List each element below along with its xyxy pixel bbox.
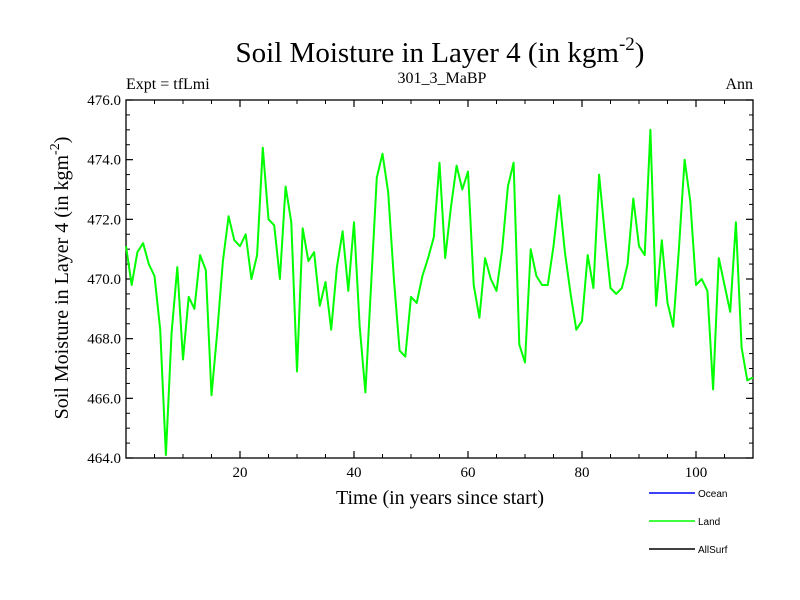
legend-label-land: Land xyxy=(698,517,720,528)
chart-title-superscript: -2 xyxy=(619,34,635,55)
experiment-label: Expt = tfLmi xyxy=(126,76,210,93)
y-tick-label: 464.0 xyxy=(87,451,121,467)
legend-label-ocean: Ocean xyxy=(698,489,727,500)
y-tick-label: 466.0 xyxy=(87,391,121,407)
y-tick-label: 476.0 xyxy=(87,93,121,109)
season-label: Ann xyxy=(725,76,753,93)
x-tick-label: 40 xyxy=(347,465,362,481)
chart-title-close: ) xyxy=(635,37,645,69)
land-series-line xyxy=(125,128,754,456)
y-axis-label-close: ) xyxy=(51,137,73,144)
x-tick-label: 80 xyxy=(575,465,590,481)
x-axis-ticks: 20 40 60 80 100 xyxy=(154,100,725,481)
legend-label-allsurf: AllSurf xyxy=(698,545,728,556)
y-tick-label: 472.0 xyxy=(87,212,121,228)
x-tick-label: 60 xyxy=(461,465,476,481)
y-tick-label: 470.0 xyxy=(87,272,121,288)
y-tick-label: 468.0 xyxy=(87,332,121,348)
x-axis-label: Time (in years since start) xyxy=(336,487,544,509)
y-tick-label: 474.0 xyxy=(87,153,121,169)
legend: Ocean Land AllSurf xyxy=(649,489,728,556)
chart-title: Soil Moisture in Layer 4 (in kgm-2) xyxy=(236,34,645,69)
chart-title-main: Soil Moisture in Layer 4 (in kgm xyxy=(236,37,620,69)
x-tick-label: 20 xyxy=(233,465,248,481)
x-tick-label: 100 xyxy=(685,465,708,481)
y-axis-label: Soil Moisture in Layer 4 (in kgm-2) xyxy=(48,137,73,420)
y-axis-label-main: Soil Moisture in Layer 4 (in kgm xyxy=(51,155,73,420)
run-label: 301_3_MaBP xyxy=(398,70,487,87)
y-axis-label-superscript: -2 xyxy=(48,143,63,155)
y-axis-ticks: 464.0 466.0 468.0 470.0 472.0 474.0 476.0 xyxy=(87,93,753,467)
